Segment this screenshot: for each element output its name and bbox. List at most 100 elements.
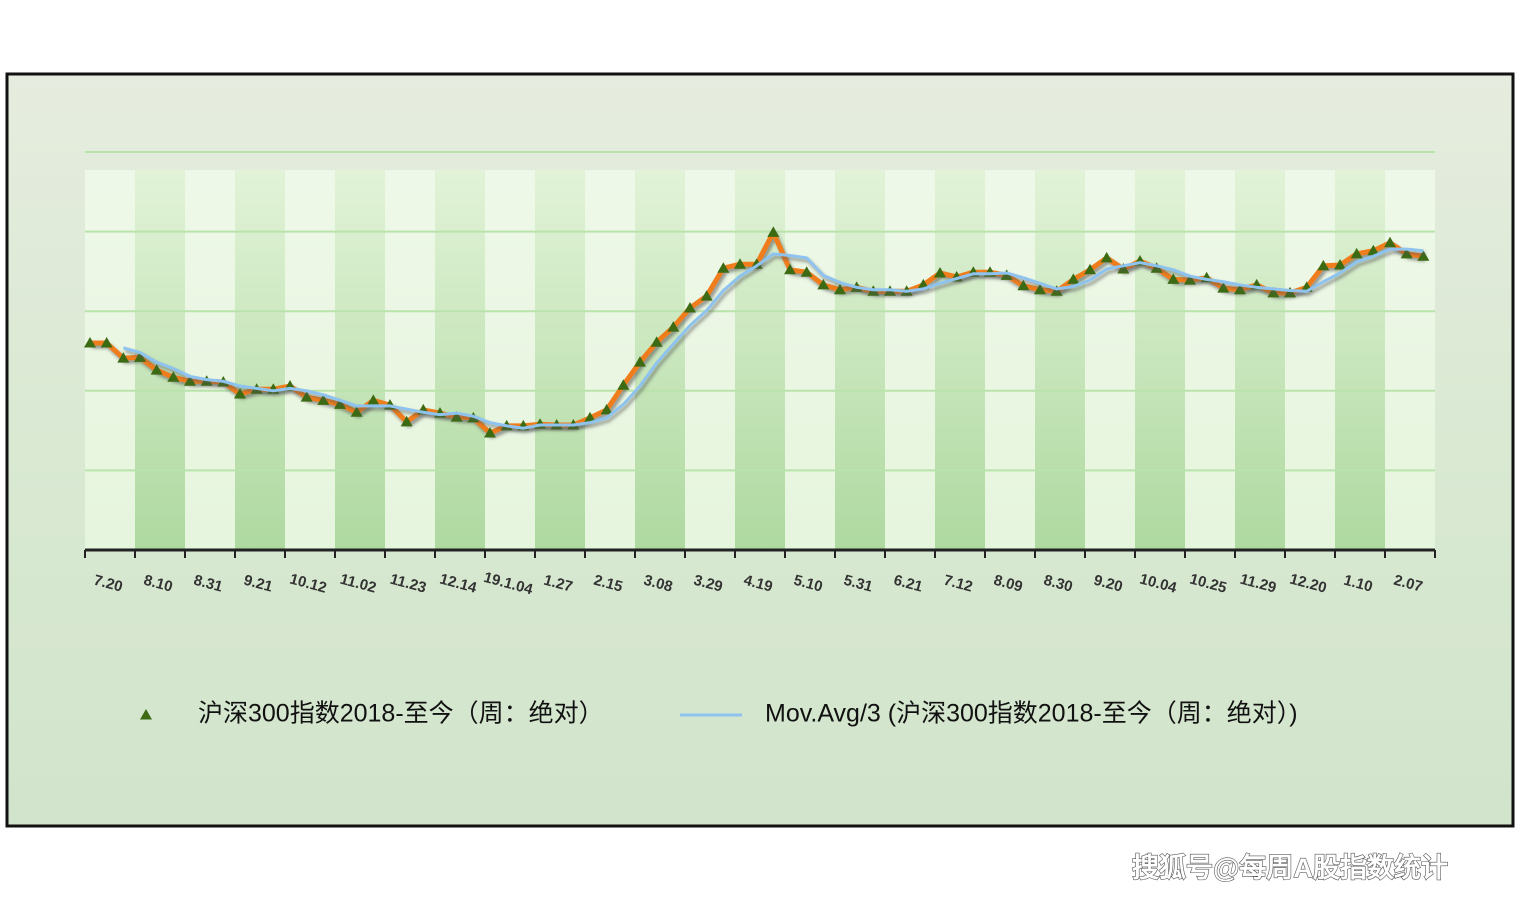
x-tick-label: 3.08 bbox=[642, 572, 675, 596]
point-marker bbox=[1400, 247, 1413, 259]
watermark: 搜狐号@每周A股指数统计 bbox=[1132, 852, 1448, 883]
point-marker bbox=[1017, 279, 1030, 291]
x-tick-label: 1.10 bbox=[1342, 572, 1375, 596]
point-marker bbox=[734, 258, 746, 269]
point-marker bbox=[317, 394, 330, 405]
x-tick-label: 8.09 bbox=[992, 572, 1025, 596]
plot-band bbox=[735, 170, 785, 550]
point-marker bbox=[1067, 273, 1080, 284]
point-marker bbox=[117, 352, 130, 363]
plot-band bbox=[585, 170, 635, 550]
point-marker bbox=[934, 266, 946, 278]
plot-band bbox=[935, 170, 985, 550]
point-marker bbox=[634, 356, 646, 367]
point-marker bbox=[450, 411, 463, 422]
x-tick-label: 3.29 bbox=[692, 572, 725, 596]
x-tick-label: 9.21 bbox=[242, 572, 275, 596]
point-marker bbox=[300, 391, 313, 402]
plot-band bbox=[1385, 170, 1435, 550]
point-marker bbox=[167, 371, 180, 382]
point-marker bbox=[84, 337, 96, 348]
point-marker bbox=[100, 337, 113, 348]
point-marker bbox=[1317, 259, 1330, 271]
point-marker bbox=[1000, 269, 1013, 280]
plot-band bbox=[535, 170, 585, 550]
point-marker bbox=[134, 351, 146, 362]
plot-band bbox=[335, 170, 385, 550]
point-marker bbox=[817, 278, 830, 290]
point-marker bbox=[1367, 244, 1380, 256]
point-marker bbox=[367, 394, 380, 405]
point-marker bbox=[667, 321, 680, 332]
x-tick-label: 8.31 bbox=[192, 572, 225, 596]
point-marker bbox=[834, 283, 846, 295]
plot-band bbox=[985, 170, 1035, 550]
plot-band bbox=[1135, 170, 1185, 550]
series-line bbox=[122, 247, 1424, 430]
x-tick-label: 5.10 bbox=[792, 572, 825, 596]
plot-band bbox=[435, 170, 485, 550]
point-marker bbox=[1417, 250, 1430, 261]
legend-marker bbox=[140, 709, 152, 720]
point-marker bbox=[400, 415, 413, 427]
point-marker bbox=[1167, 273, 1180, 284]
plot-band bbox=[235, 170, 285, 550]
point-marker bbox=[650, 336, 663, 347]
x-tick-label: 5.31 bbox=[842, 572, 875, 596]
point-marker bbox=[684, 302, 696, 313]
point-marker bbox=[1334, 259, 1346, 270]
point-marker bbox=[1350, 247, 1363, 259]
plot-band bbox=[835, 170, 885, 550]
point-marker bbox=[1050, 285, 1063, 296]
x-tick-label: 8.10 bbox=[142, 572, 175, 596]
plot-band bbox=[485, 170, 535, 550]
point-marker bbox=[1284, 286, 1296, 298]
point-marker bbox=[600, 403, 613, 415]
point-marker bbox=[617, 379, 630, 390]
plot-band bbox=[1085, 170, 1135, 550]
point-marker bbox=[184, 375, 196, 386]
point-marker bbox=[1084, 263, 1096, 275]
point-marker bbox=[350, 406, 363, 417]
legend-label: 沪深300指数2018-至今（周：绝对） bbox=[198, 700, 604, 728]
point-marker bbox=[1217, 282, 1230, 293]
point-marker bbox=[1150, 262, 1163, 273]
x-tick-label: 4.19 bbox=[742, 572, 775, 596]
x-tick-label: 7.20 bbox=[92, 572, 125, 596]
x-tick-label: 1.27 bbox=[542, 572, 575, 596]
point-marker bbox=[1034, 283, 1046, 295]
plot-band bbox=[285, 170, 335, 550]
plot-band bbox=[885, 170, 935, 550]
plot-bands bbox=[85, 170, 1435, 550]
point-marker bbox=[234, 387, 246, 399]
point-marker bbox=[150, 364, 163, 375]
point-marker bbox=[717, 262, 730, 273]
plot-band bbox=[185, 170, 235, 550]
point-marker bbox=[784, 263, 796, 275]
x-tick-label: 2.15 bbox=[592, 572, 625, 596]
point-marker bbox=[1100, 251, 1113, 263]
x-tick-label: 2.07 bbox=[1392, 572, 1425, 596]
point-marker bbox=[1184, 274, 1196, 285]
x-tick-label: 8.30 bbox=[1042, 572, 1075, 596]
point-marker bbox=[334, 398, 346, 409]
point-marker bbox=[1384, 236, 1396, 248]
legend-label: Mov.Avg/3 (沪深300指数2018-至今（周：绝对）) bbox=[765, 700, 1298, 728]
point-marker bbox=[484, 426, 496, 438]
plot-band bbox=[1035, 170, 1085, 550]
plot-band bbox=[1285, 170, 1335, 550]
point-marker bbox=[1117, 263, 1130, 274]
point-marker bbox=[584, 411, 596, 423]
plot-band bbox=[685, 170, 735, 550]
plot-band bbox=[785, 170, 835, 550]
x-tick-label: 9.20 bbox=[1092, 572, 1125, 596]
x-tick-label: 7.12 bbox=[942, 572, 975, 596]
plot-band bbox=[1235, 170, 1285, 550]
plot-band bbox=[1185, 170, 1235, 550]
point-marker bbox=[800, 266, 813, 277]
point-marker bbox=[700, 290, 713, 301]
plot-band bbox=[1335, 170, 1385, 550]
plot-band bbox=[385, 170, 435, 550]
